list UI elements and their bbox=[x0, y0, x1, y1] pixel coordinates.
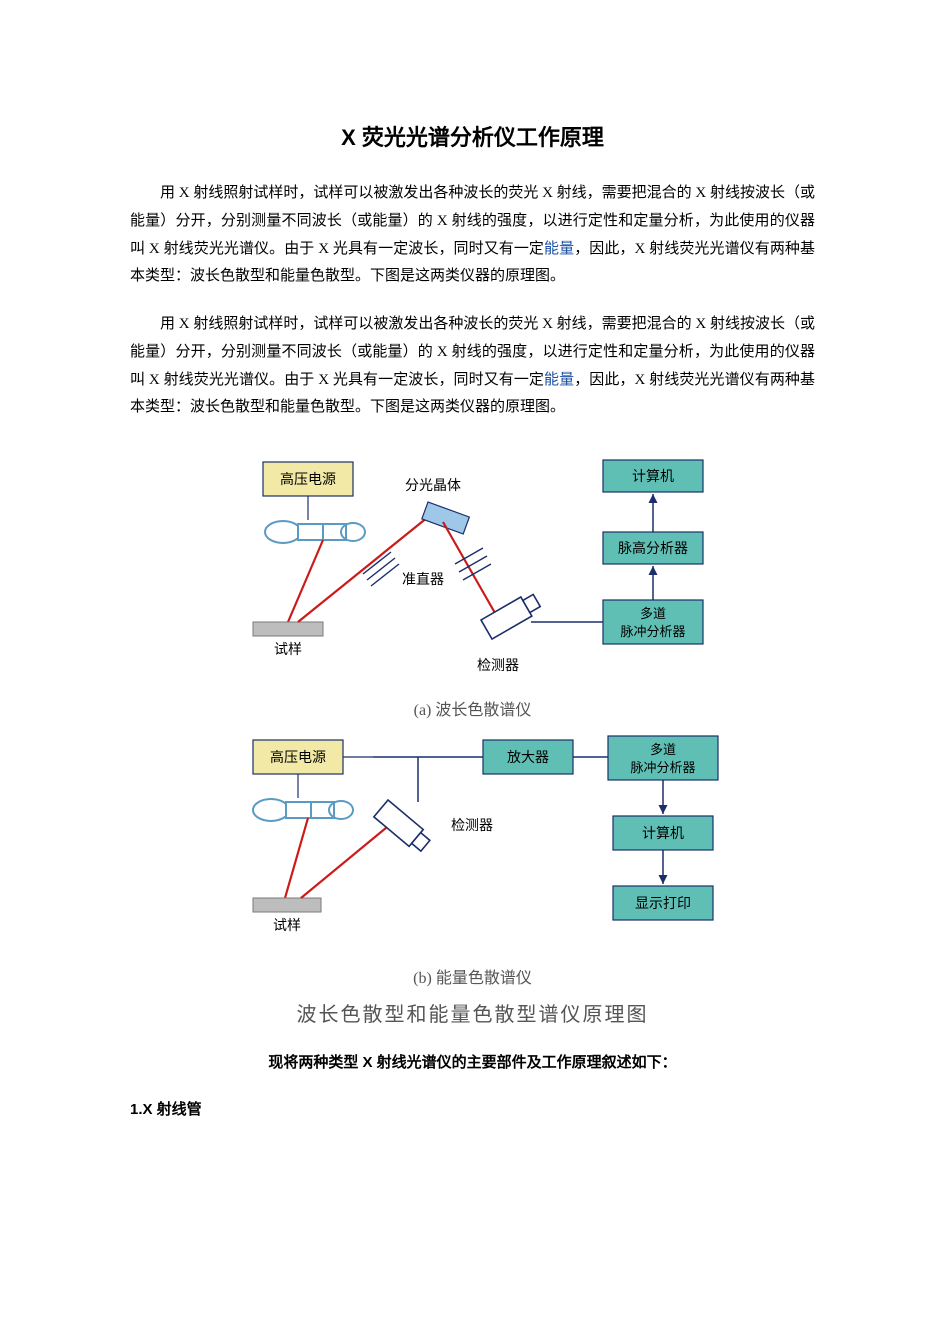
sample-label: 试样 bbox=[274, 641, 302, 657]
amp-label: 放大器 bbox=[507, 749, 549, 765]
diagram-a: 高压电源 试样 分光晶体 bbox=[130, 442, 815, 720]
print-b: 显示打印 bbox=[635, 895, 691, 911]
paragraph-2: 用 X 射线照射试样时，试样可以被激发出各种波长的荧光 X 射线，需要把混合的 … bbox=[130, 311, 815, 422]
page-title: X 荧光光谱分析仪工作原理 bbox=[130, 120, 815, 152]
pha-label: 脉高分析器 bbox=[618, 540, 688, 556]
diagram-a-caption: (a) 波长色散谱仪 bbox=[130, 696, 815, 720]
para1-highlight: 能量 bbox=[544, 241, 574, 257]
diagram-b-caption: (b) 能量色散谱仪 bbox=[130, 964, 815, 988]
mca-label2: 脉冲分析器 bbox=[620, 624, 685, 639]
document-page: X 荧光光谱分析仪工作原理 用 X 射线照射试样时，试样可以被激发出各种波长的荧… bbox=[0, 0, 945, 1179]
sample-label-b: 试样 bbox=[273, 917, 301, 933]
mca-b-1: 多道 bbox=[649, 742, 675, 757]
mca-b-2: 脉冲分析器 bbox=[630, 760, 695, 775]
paragraph-1: 用 X 射线照射试样时，试样可以被激发出各种波长的荧光 X 射线，需要把混合的 … bbox=[130, 180, 815, 291]
computer-b: 计算机 bbox=[642, 825, 684, 841]
detector-label: 检测器 bbox=[477, 657, 519, 673]
hv-label-b: 高压电源 bbox=[270, 749, 326, 765]
collimator-label: 准直器 bbox=[402, 571, 444, 587]
para2-highlight: 能量 bbox=[544, 372, 574, 388]
overall-caption: 波长色散型和能量色散型谱仪原理图 bbox=[130, 998, 815, 1027]
diagram-b-svg: 高压电源 试样 检测器 bbox=[213, 730, 733, 960]
section-1-heading: 1.X 射线管 bbox=[130, 1098, 815, 1119]
crystal-label: 分光晶体 bbox=[405, 477, 461, 493]
hv-label: 高压电源 bbox=[280, 471, 336, 487]
mca-label1: 多道 bbox=[639, 606, 665, 621]
diagram-a-svg: 高压电源 试样 分光晶体 bbox=[223, 442, 723, 692]
lead-line: 现将两种类型 X 射线光谱仪的主要部件及工作原理叙述如下： bbox=[130, 1051, 815, 1072]
diagram-b: 高压电源 试样 检测器 bbox=[130, 730, 815, 988]
detector-label-b: 检测器 bbox=[451, 817, 493, 833]
computer-label: 计算机 bbox=[632, 468, 674, 484]
